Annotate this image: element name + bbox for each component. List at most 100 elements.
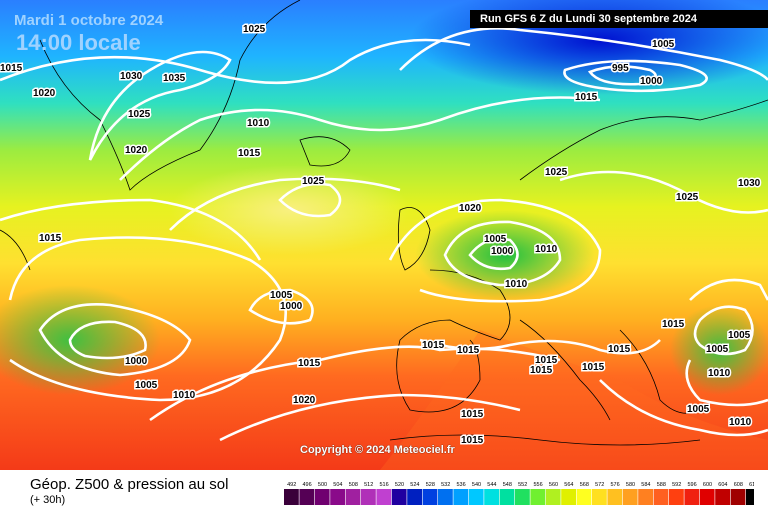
scale-tick-label: 528: [426, 482, 435, 488]
isobar-label: 1005: [687, 404, 710, 415]
scale-swatch: [592, 489, 607, 505]
scale-tick-label: 592: [672, 482, 681, 488]
isobar-line: [119, 96, 601, 181]
isobar-line: [693, 305, 754, 356]
isobar-line: [149, 345, 561, 422]
isobar-line: [0, 38, 471, 85]
scale-swatch: [314, 489, 330, 505]
isobar-label: 1025: [302, 176, 325, 187]
scale-swatch: [422, 489, 438, 505]
scale-swatch: [453, 489, 469, 505]
isobar-label: 1020: [125, 145, 148, 156]
isobar-label: 1010: [729, 417, 752, 428]
scale-swatch: [669, 489, 684, 505]
scale-swatch: [545, 489, 561, 505]
isobar-line: [88, 50, 232, 161]
forecast-lead: (+ 30h): [30, 494, 66, 506]
isobar-label: 1005: [728, 330, 751, 341]
color-scale: 492 496 500 504 508 512 516 520 524 528 532 536 540 5…: [284, 482, 754, 505]
isobars: [0, 27, 768, 442]
isobar-line: [68, 320, 147, 360]
isobar-line: [399, 27, 768, 81]
isobar-line: [38, 303, 192, 377]
isobar-label: 1025: [676, 192, 699, 203]
scale-swatch: [699, 489, 715, 505]
scale-swatch: [345, 489, 361, 505]
isobar-line: [443, 220, 562, 287]
scale-swatch: [284, 489, 299, 505]
scale-swatch: [622, 489, 638, 505]
scale-tick-label: 536: [457, 482, 466, 488]
scale-tick-label: 576: [611, 482, 620, 488]
scale-tick-label: 560: [549, 482, 558, 488]
scale-tick-label: 512: [364, 482, 373, 488]
isobar-line: [278, 182, 342, 218]
italy-coast: [519, 319, 611, 421]
greenland-coast: [39, 0, 301, 191]
isobar-label: 1005: [652, 39, 675, 50]
coastlines: [0, 0, 768, 446]
scale-swatch: [468, 489, 484, 505]
isobar-label: 1025: [128, 109, 151, 120]
isobar-label: 1015: [39, 233, 62, 244]
scale-swatch: [576, 489, 592, 505]
isobar-line: [419, 338, 661, 355]
isobar-line: [468, 237, 519, 270]
isobar-label: 1005: [270, 290, 293, 301]
isobar-label: 1025: [243, 24, 266, 35]
isobar-label: 995: [612, 63, 629, 74]
isobar-labels: 1025 1030 1035 1015 1020 1025 1010 1020 …: [0, 23, 762, 448]
low-center-atlantic: [0, 285, 160, 395]
scale-tick-label: 600: [703, 482, 712, 488]
iberia-france-coast: [396, 269, 511, 413]
isobar-label: 1015: [662, 319, 685, 330]
low-center-east: [670, 305, 768, 395]
high-center-atlantic: [170, 165, 410, 255]
map-title: Géop. Z500 & pression au sol: [30, 476, 229, 493]
isobar-label: 1015: [535, 355, 558, 366]
scale-swatch: [499, 489, 515, 505]
scale-swatch: [299, 489, 315, 505]
isobar-line: [219, 393, 521, 442]
isobar-label: 1015: [461, 409, 484, 420]
scale-tick-label: 552: [518, 482, 527, 488]
isobar-line: [587, 65, 657, 86]
isobar-label: 1005: [484, 234, 507, 245]
scale-swatch: [330, 489, 345, 505]
isobar-label: 1015: [298, 358, 321, 369]
isobar-label: 1025: [545, 167, 568, 178]
isobar-line: [8, 236, 288, 402]
scandinavia-coast: [519, 99, 768, 181]
scale-tick-label: 580: [626, 482, 635, 488]
isobar-label: 1005: [706, 344, 729, 355]
scale-tick-label: 516: [380, 482, 389, 488]
isobar-line: [563, 59, 708, 93]
forecast-time: 14:00 locale: [16, 30, 141, 55]
scale-tick-label: 524: [410, 482, 419, 488]
scale-tick-label: 556: [534, 482, 543, 488]
scale-tick-label: 584: [641, 482, 650, 488]
isobar-label: 1015: [582, 362, 605, 373]
scale-swatch: [391, 489, 407, 505]
isobar-label: 1015: [461, 435, 484, 446]
isobar-label: 1010: [708, 368, 731, 379]
isobar-label: 1015: [422, 340, 445, 351]
isobar-label: 1000: [640, 76, 663, 87]
scale-swatch: [530, 489, 546, 505]
isobar-line: [559, 170, 768, 214]
scale-tick-label: 504: [333, 482, 342, 488]
isobar-label: 1015: [530, 365, 553, 376]
isobar-label: 1010: [535, 244, 558, 255]
isobar-line: [169, 177, 401, 231]
scale-tick-label: 588: [657, 482, 666, 488]
isobar-line: [599, 379, 768, 437]
scale-swatch: [561, 489, 576, 505]
isobar-label: 1000: [125, 356, 148, 367]
scale-tick-label: 532: [441, 482, 450, 488]
scale-tick-label: 604: [718, 482, 727, 488]
scale-swatch: [407, 489, 422, 505]
isobar-label: 1020: [33, 88, 56, 99]
low-center-europe: [415, 210, 595, 300]
scale-swatch: [746, 489, 754, 505]
scale-swatch: [438, 489, 453, 505]
